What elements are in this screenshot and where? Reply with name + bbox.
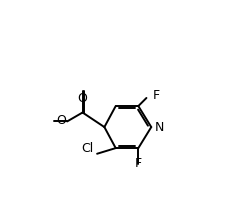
Text: F: F (152, 89, 160, 102)
Text: N: N (154, 121, 164, 134)
Text: O: O (56, 114, 66, 127)
Text: O: O (77, 92, 87, 105)
Text: F: F (134, 157, 141, 170)
Text: Cl: Cl (81, 142, 94, 155)
